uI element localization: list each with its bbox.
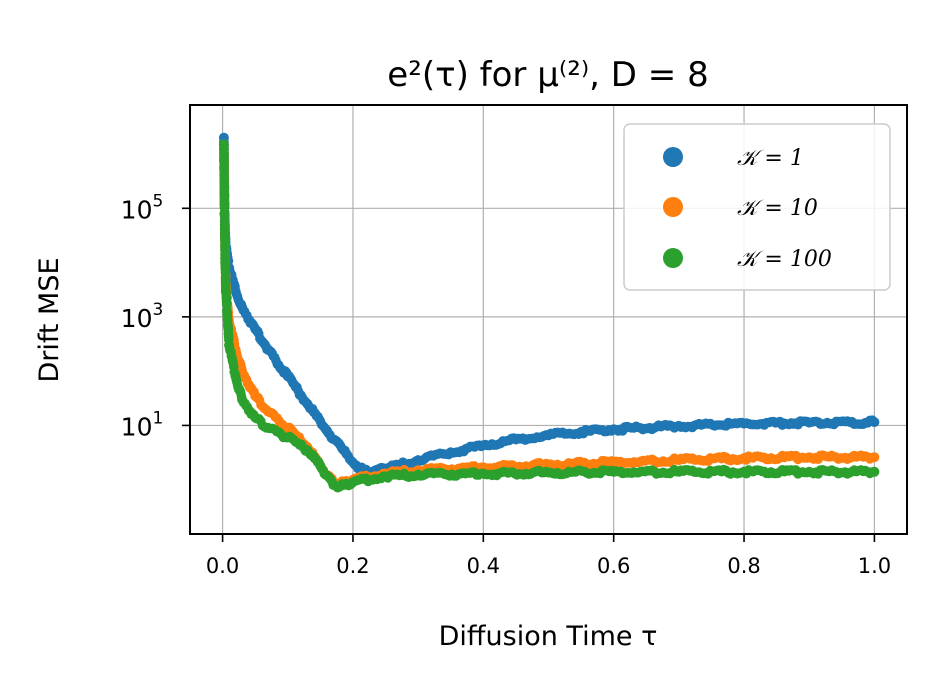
x-axis-label: Diffusion Time τ <box>439 621 658 652</box>
chart-title: e²(τ) for μ⁽²⁾, D = 8 <box>387 55 708 95</box>
legend: 𝒦 = 1 𝒦 = 10 𝒦 = 100 <box>623 123 891 291</box>
y-axis-label: Drift MSE <box>34 257 65 382</box>
x-tick-label: 0.2 <box>336 554 369 578</box>
legend-box <box>623 123 891 291</box>
x-tick-label: 0.6 <box>597 554 630 578</box>
y-tick-label: 105 <box>121 191 164 224</box>
x-tick-label: 0.4 <box>467 554 500 578</box>
data-point <box>869 417 880 428</box>
y-tick-label: 101 <box>121 408 164 441</box>
legend-label-k10: 𝒦 = 10 <box>737 196 818 221</box>
x-axis: 0.0 0.2 0.4 0.6 0.8 1.0 <box>206 534 891 578</box>
y-axis: 101 103 105 <box>121 191 190 441</box>
data-point <box>869 466 880 477</box>
legend-marker-k1 <box>663 147 683 167</box>
legend-marker-k100 <box>663 248 683 268</box>
legend-label-k1: 𝒦 = 1 <box>737 146 804 171</box>
legend-marker-k10 <box>663 197 683 217</box>
x-tick-label: 0.0 <box>206 554 239 578</box>
x-tick-label: 0.8 <box>727 554 760 578</box>
legend-label-k100: 𝒦 = 100 <box>737 247 832 272</box>
series-k100 <box>218 139 880 493</box>
plot-area <box>218 132 880 493</box>
data-point <box>869 452 880 463</box>
y-tick-label: 103 <box>121 300 164 333</box>
x-tick-label: 1.0 <box>858 554 891 578</box>
axes-frame <box>189 104 908 535</box>
